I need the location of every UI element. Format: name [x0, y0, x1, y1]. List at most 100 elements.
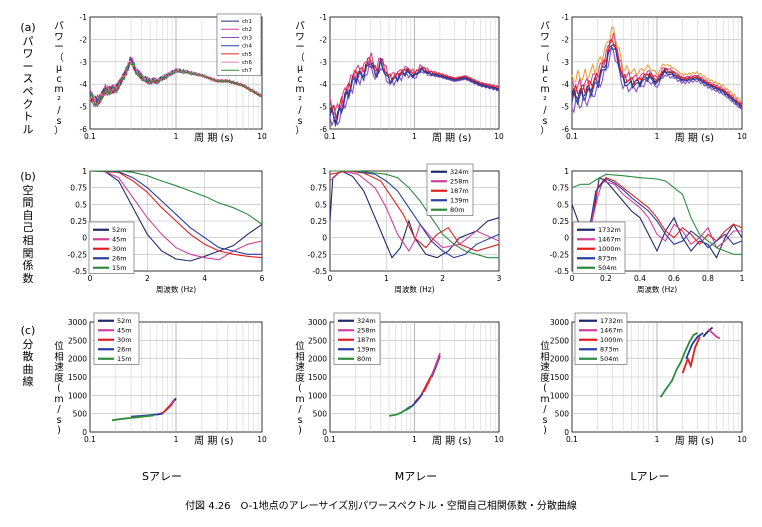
legend-label: 30m [117, 336, 132, 344]
x-tick-label: 0.4 [634, 274, 646, 283]
y-tick-label: 500 [555, 410, 570, 419]
row-tag: (b) [20, 170, 36, 183]
y-tick-label: 1 [322, 167, 327, 176]
x-tick-label: 10 [257, 435, 267, 444]
legend-label: ch1 [242, 19, 252, 25]
legend-label: 1000m [600, 336, 623, 344]
legend-label: 15m [117, 355, 132, 363]
series-line-504m [659, 332, 698, 398]
series-line-1000m [681, 336, 701, 374]
y-tick-label: -2 [80, 35, 88, 44]
series-line-spec-l-0 [571, 44, 743, 107]
x-tick-label: 0.1 [324, 132, 336, 141]
x-tick-label: 0.1 [324, 435, 336, 444]
row-tag: (c) [20, 324, 36, 337]
series-line-1732m [702, 326, 714, 338]
chart-spac-s: 10.750.50.250-0.25-0.50 2 4 652m45m30m26m15… [68, 167, 265, 294]
y-tick-label: -3 [562, 58, 570, 67]
row-label-1: (b) 空間自己相関係数 [18, 170, 38, 285]
series-line-873m [685, 332, 704, 360]
x-tick-label: 10 [737, 132, 747, 141]
x-axis-title: 周 期 (s) [194, 132, 233, 144]
y-tick-label: 1000 [68, 391, 87, 400]
y-tick-label: 0 [564, 234, 569, 243]
x-tick-label: 3 [497, 274, 502, 283]
legend-label: 873m [598, 255, 617, 263]
velocity-axis-title-1: 位相速度 (m / s) [295, 341, 305, 436]
legend-box [216, 13, 262, 76]
y-tick-label: 2000 [308, 355, 327, 364]
y-tick-label: -6 [320, 125, 328, 134]
y-tick-label: -2 [562, 35, 570, 44]
y-tick-label: 0.25 [310, 217, 327, 226]
y-tick-label: -4 [80, 80, 88, 89]
x-tick-label: 6 [260, 274, 265, 283]
series-line-80m [388, 405, 412, 417]
y-tick-label: 0.5 [557, 200, 569, 209]
power-axis-title-2: パワー（μ c m ² / s） [540, 21, 550, 137]
x-axis-title: 周 期 (s) [432, 435, 471, 447]
y-tick-label: 1500 [308, 373, 327, 382]
y-tick-label: -0.25 [68, 250, 88, 259]
legend-label: 26m [112, 255, 127, 263]
legend-label: 80m [450, 206, 465, 214]
y-tick-label: -3 [80, 58, 88, 67]
y-tick-label: -1 [320, 13, 328, 22]
series-line-187m [413, 374, 433, 404]
y-tick-label: 1 [564, 167, 569, 176]
legend-label: 187m [357, 336, 376, 344]
x-tick-label: 1 [740, 274, 745, 283]
legend-label: 504m [600, 355, 619, 363]
series-line-258m [329, 170, 500, 253]
legend-label: 258m [357, 327, 376, 335]
x-tick-label: 1 [655, 132, 660, 141]
y-tick-label: 3000 [308, 318, 327, 327]
chart-spec-m: -1 -2 -3 -4 -5 -60.1 1 10 周 期 (s) [320, 13, 504, 144]
legend-label: 52m [112, 226, 127, 234]
y-tick-label: -5 [80, 103, 88, 112]
y-tick-label: 3000 [68, 318, 87, 327]
series-line-30m [89, 170, 263, 259]
x-tick-label: 0.2 [600, 274, 612, 283]
velocity-axis-title-0: 位相速度 (m / s) [54, 341, 64, 436]
y-tick-label: -6 [80, 125, 88, 134]
x-axis-title: 周波数 (Hz) [637, 284, 677, 294]
y-tick-label: 500 [313, 410, 328, 419]
legend-label: 187m [450, 187, 469, 195]
x-tick-label: 10 [257, 132, 267, 141]
y-tick-label: 2500 [68, 336, 87, 345]
series-line-1000m [571, 177, 743, 246]
legend-label: 324m [357, 317, 376, 325]
legend-label: ch6 [242, 60, 253, 66]
x-tick-label: 0.1 [566, 132, 578, 141]
y-tick-label: 1500 [550, 373, 569, 382]
y-tick-label: 1000 [550, 391, 569, 400]
legend-label: ch7 [242, 68, 253, 74]
series-line-spec-l-5 [571, 47, 743, 109]
row-tag: (a) [20, 21, 36, 34]
x-tick-label: 1 [655, 435, 660, 444]
legend: ch1 ch2 ch3 ch4 ch5 ch6 ch7 [216, 13, 262, 76]
x-tick-label: 0.1 [566, 435, 578, 444]
column-label-l: Lアレー [630, 470, 670, 483]
y-tick-label: 0.25 [70, 217, 87, 226]
power-axis-title-1: パワー（μ c m ² / s） [295, 21, 305, 137]
x-tick-label: 1 [412, 132, 417, 141]
x-tick-label: 0 [88, 274, 93, 283]
chart-spac-m: 10.750.50.250-0.25-0.50 1 2 3324m258m187m13… [308, 163, 502, 294]
y-tick-label: 1500 [68, 373, 87, 382]
x-tick-label: 0.1 [84, 132, 96, 141]
y-tick-label: 0.5 [315, 200, 327, 209]
series-line-139m [330, 170, 500, 259]
x-tick-label: 1 [384, 274, 389, 283]
velocity-axis-title-2: 位相速度 (m / s) [540, 341, 550, 436]
y-tick-label: 0 [82, 428, 87, 437]
series-line-873m [571, 178, 743, 249]
row-label-2: (c) 分散曲線 [18, 324, 38, 389]
y-tick-label: -1 [562, 13, 570, 22]
legend-label: 504m [598, 264, 617, 272]
x-tick-label: 0 [570, 274, 575, 283]
